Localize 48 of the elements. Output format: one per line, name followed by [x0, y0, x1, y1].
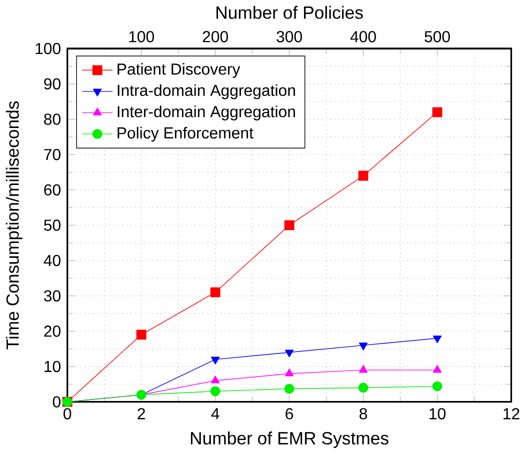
legend-label: Patient Discovery — [118, 63, 240, 78]
x-tick-label: 10 — [430, 408, 446, 420]
x-tick-label: 8 — [360, 408, 368, 420]
point — [284, 350, 294, 358]
x-tick-label: 0 — [64, 408, 72, 420]
legend-label: Inter-domain Aggregation — [118, 106, 295, 120]
legend-label: Intra-domain Aggregation — [118, 84, 295, 100]
point — [284, 384, 294, 394]
x2-tick-label: 400 — [350, 31, 376, 42]
y-tick-label: 50 — [44, 220, 60, 231]
x2-tick-label: 300 — [276, 31, 302, 42]
y-tick-label: 30 — [44, 290, 60, 302]
point — [284, 368, 294, 376]
point — [210, 386, 220, 396]
y-axis-title: Time Consumption/milliseconds — [6, 101, 22, 350]
x2-tick-label: 100 — [129, 31, 154, 42]
y-tick-label: 60 — [44, 184, 60, 196]
x-tick-label: 2 — [138, 408, 145, 420]
point — [358, 382, 368, 393]
point — [210, 287, 220, 298]
point — [432, 365, 442, 373]
point — [358, 342, 368, 350]
x-tick-label: 12 — [504, 408, 520, 420]
x-axis-title: Number of EMR Systmes — [190, 432, 388, 448]
legend-label: Policy Enforcement — [118, 126, 254, 142]
y-tick-label: 70 — [44, 148, 60, 160]
y-tick-label: 80 — [44, 114, 60, 125]
x2-tick-label: 500 — [424, 31, 450, 42]
point — [358, 365, 368, 373]
point — [284, 220, 294, 230]
x-tick-label: 6 — [286, 408, 294, 420]
y-tick-label: 20 — [44, 326, 60, 337]
point — [210, 376, 220, 384]
y-tick-label: 100 — [36, 42, 60, 54]
point — [136, 390, 146, 400]
point — [358, 170, 368, 181]
point — [210, 356, 220, 364]
y-tick-label: 0 — [52, 396, 60, 408]
point — [432, 336, 442, 344]
x2-tick-label: 200 — [202, 31, 228, 42]
y-tick-label: 40 — [44, 254, 60, 266]
point — [432, 107, 442, 118]
x2-axis-title: Number of Policies — [216, 6, 363, 19]
point — [432, 381, 442, 392]
point — [136, 330, 146, 340]
y-tick-label: 90 — [44, 78, 60, 90]
x-tick-label: 4 — [211, 408, 220, 420]
y-tick-label: 10 — [44, 360, 60, 372]
